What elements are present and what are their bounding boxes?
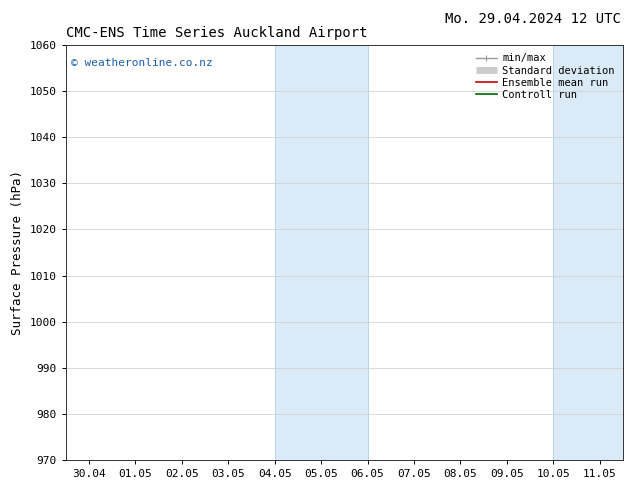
Y-axis label: Surface Pressure (hPa): Surface Pressure (hPa) [11,170,24,335]
Text: Mo. 29.04.2024 12 UTC: Mo. 29.04.2024 12 UTC [446,12,621,26]
Legend: min/max, Standard deviation, Ensemble mean run, Controll run: min/max, Standard deviation, Ensemble me… [473,50,618,103]
Bar [275,45,368,460]
Text: CMC-ENS Time Series Auckland Airport: CMC-ENS Time Series Auckland Airport [66,26,367,40]
Text: © weatheronline.co.nz: © weatheronline.co.nz [71,58,213,68]
Bar [553,45,623,460]
